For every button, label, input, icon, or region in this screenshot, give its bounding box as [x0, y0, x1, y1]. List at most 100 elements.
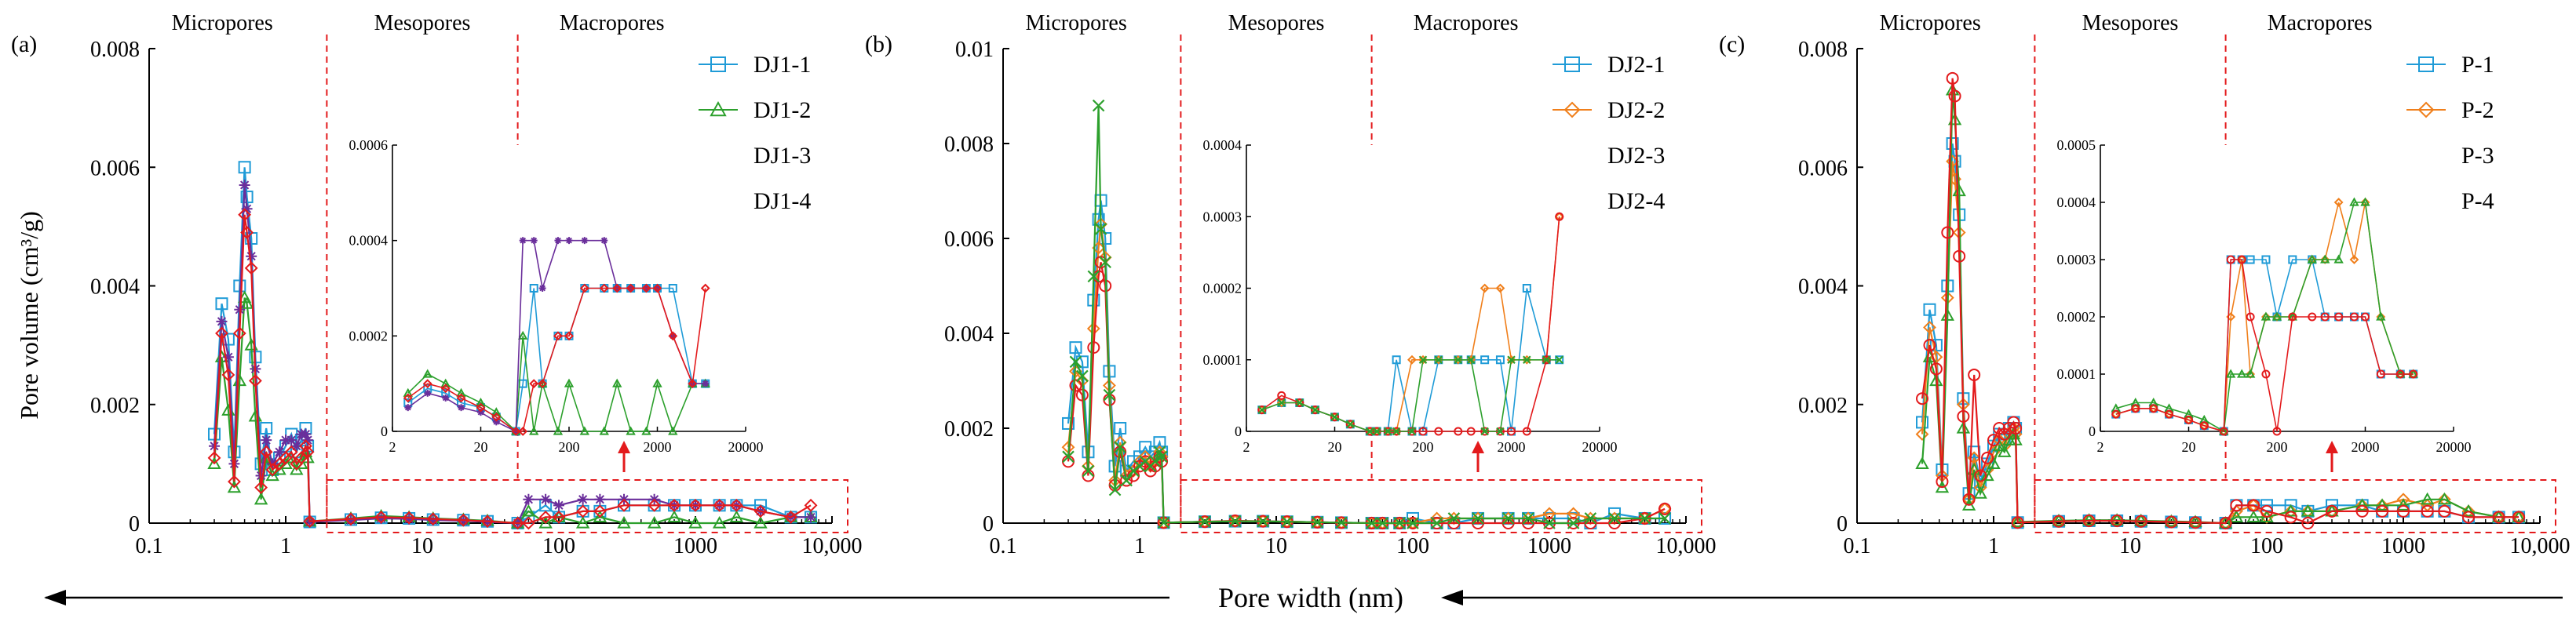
data-point	[244, 261, 258, 275]
x-tick-label: 10	[2119, 534, 2141, 558]
data-point	[667, 498, 681, 512]
inset-data-point	[1522, 284, 1531, 293]
data-point	[1087, 270, 1100, 283]
y-tick-label: 0.004	[944, 322, 994, 347]
data-point	[1936, 475, 1949, 489]
inset-data-point	[554, 237, 562, 245]
inset-y-tick-label: 0.0004	[1203, 137, 1242, 153]
data-point	[1522, 512, 1534, 525]
legend-marker	[1563, 101, 1581, 118]
inset-data-point	[1523, 355, 1531, 365]
inset-x-tick-label: 2	[2097, 439, 2104, 455]
data-point	[2301, 504, 2315, 518]
data-point	[1127, 464, 1140, 478]
x-axis-label: Pore width (nm)	[1218, 582, 1403, 613]
inset-data-point	[1407, 427, 1417, 436]
inset-data-point	[2333, 254, 2344, 264]
data-point	[2165, 515, 2178, 529]
data-point	[2052, 513, 2066, 526]
data-point	[2011, 516, 2024, 529]
data-point	[290, 462, 304, 475]
data-point	[1968, 368, 1981, 381]
legend-marker	[710, 56, 726, 72]
x-tick-label: 1000	[1527, 534, 1571, 558]
data-point	[265, 468, 279, 482]
data-point	[1658, 512, 1671, 525]
x-arrow-head-left	[44, 590, 66, 605]
data-point	[426, 512, 440, 526]
data-point	[1365, 517, 1378, 529]
data-point	[1946, 137, 1959, 150]
region-label-macropores: Macropores	[560, 11, 665, 35]
data-point	[2010, 514, 2025, 528]
inset-data-point	[1466, 427, 1476, 436]
inset-data-point	[626, 283, 636, 293]
legend-marker	[1564, 56, 1580, 72]
inset-y-tick-label: 0.0001	[1203, 352, 1242, 368]
legend-label: DJ2-2	[1607, 97, 1665, 123]
inset-y-tick-label: 0.0002	[1203, 281, 1242, 296]
inset-data-point	[688, 379, 698, 389]
data-point	[215, 326, 228, 340]
x-tick-label: 0.1	[136, 534, 163, 558]
data-point	[259, 445, 273, 459]
data-point	[1114, 441, 1126, 453]
data-point	[2189, 516, 2202, 529]
data-point	[1952, 184, 1966, 197]
inset-data-point	[2271, 311, 2282, 321]
series-DJ2-4	[1062, 99, 1671, 529]
inset-data-point	[403, 393, 413, 403]
inset-data-point	[1330, 413, 1339, 422]
x-tick-label: 1	[280, 534, 291, 558]
inset-y-tick-label: 0	[381, 424, 388, 439]
data-point	[753, 504, 768, 518]
data-point	[1139, 455, 1152, 468]
data-point	[239, 296, 254, 309]
inset-background	[1246, 145, 1600, 431]
inset-data-point	[1311, 405, 1319, 414]
inset-x-tick-label: 20000	[2436, 439, 2472, 455]
inset-x-tick-label: 200	[559, 439, 580, 455]
inset-arrow-head	[618, 441, 631, 453]
inset-arrow-head	[1472, 441, 1485, 453]
data-point	[2301, 504, 2315, 517]
data-point	[2355, 498, 2370, 511]
x-tick-label: 0.1	[990, 534, 1017, 558]
inset-data-point	[1418, 427, 1428, 436]
inset-data-point	[538, 379, 548, 389]
inset-data-point	[1555, 355, 1563, 365]
data-point	[2301, 517, 2315, 529]
y-tick-label: 0.008	[944, 133, 994, 157]
inset-data-point	[1495, 355, 1505, 365]
data-point	[228, 474, 241, 489]
inset-data-point	[700, 283, 710, 293]
inset-data-point	[612, 378, 622, 387]
data-point	[1658, 502, 1672, 515]
inset-data-point	[442, 394, 450, 402]
inset-data-point	[1311, 405, 1320, 415]
y-tick-label: 0.008	[1798, 38, 1848, 62]
data-point	[2492, 511, 2505, 524]
data-point	[1946, 71, 1959, 85]
data-point	[286, 434, 297, 446]
inset-x-tick-label: 2000	[1498, 439, 1526, 455]
inset-data-point	[477, 409, 484, 416]
legend-label: DJ2-3	[1607, 143, 1665, 169]
data-point	[2134, 514, 2147, 528]
data-point	[1407, 517, 1419, 529]
inset-data-point	[2349, 312, 2359, 322]
data-point	[2052, 514, 2066, 528]
data-point	[688, 515, 702, 529]
region-label-micropores: Micropores	[1026, 11, 1127, 35]
data-point	[2326, 504, 2339, 518]
inset-x-tick-label: 2	[1243, 439, 1250, 455]
data-point	[272, 456, 286, 471]
inset-data-point	[2237, 255, 2246, 264]
data-point	[1923, 339, 1936, 352]
data-point	[301, 445, 315, 459]
data-point	[648, 498, 662, 512]
data-point	[280, 434, 291, 446]
inset-data-point	[1346, 420, 1355, 429]
inset-data-point	[2308, 312, 2317, 322]
